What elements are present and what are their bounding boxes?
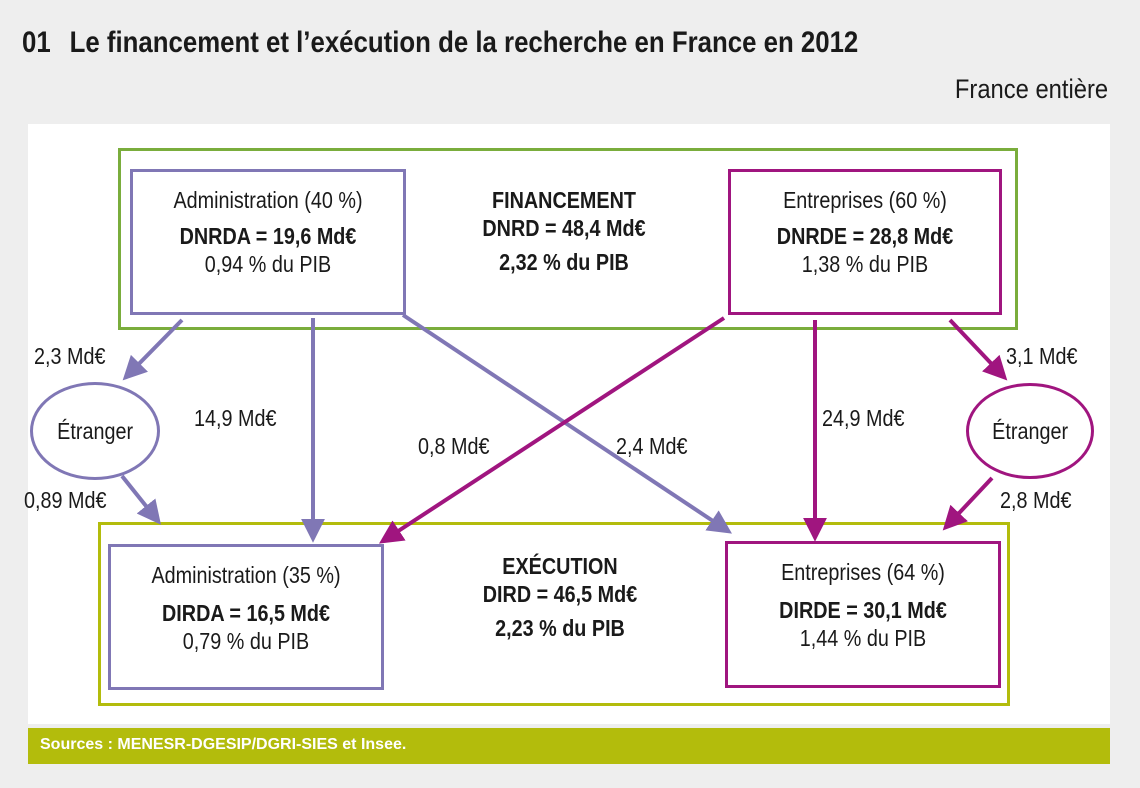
flow-label-etranger-to-admin: 0,89 Md€ <box>24 487 107 513</box>
financement-heading: FINANCEMENT <box>492 187 636 213</box>
flow-etranger-to-entreprise <box>942 476 994 531</box>
financement-entreprises-label: Entreprises (60 %) <box>783 187 947 213</box>
figure-number: 01 <box>22 26 51 59</box>
execution-heading: EXÉCUTION <box>502 553 618 579</box>
flow-label-admin-to-admin: 14,9 Md€ <box>194 405 277 431</box>
execution-entreprises-value: DIRDE = 30,1 Md€ <box>779 597 947 623</box>
execution-entreprises-pib: 1,44 % du PIB <box>799 625 927 651</box>
execution-summary: EXÉCUTION DIRD = 46,5 Md€ 2,23 % du PIB <box>440 552 680 642</box>
execution-pib: 2,23 % du PIB <box>495 615 625 641</box>
execution-admin-pib: 0,79 % du PIB <box>182 628 310 654</box>
financement-total: DNRD = 48,4 Md€ <box>482 215 646 241</box>
etranger-right: Étranger <box>966 383 1094 479</box>
flow-entreprise-to-admin <box>378 316 726 544</box>
financement-entreprises-pib: 1,38 % du PIB <box>801 251 929 277</box>
etranger-right-label: Étranger <box>992 418 1068 444</box>
sources-text: Sources : MENESR-DGESIP/DGRI-SIES et Ins… <box>40 736 407 753</box>
financement-admin-box: Administration (40 %) DNRDA = 19,6 Md€ 0… <box>130 169 406 315</box>
flow-label-entreprise-to-entreprise: 24,9 Md€ <box>822 405 905 431</box>
page-title: 01 Le financement et l’exécution de la re… <box>22 26 858 60</box>
financement-entreprises-value: DNRDE = 28,8 Md€ <box>776 223 954 249</box>
execution-entreprises-box: Entreprises (64 %) DIRDE = 30,1 Md€ 1,44… <box>725 541 1001 688</box>
etranger-left: Étranger <box>30 382 160 480</box>
financement-summary: FINANCEMENT DNRD = 48,4 Md€ 2,32 % du PI… <box>444 186 684 276</box>
financement-admin-pib: 0,94 % du PIB <box>204 251 332 277</box>
flow-label-admin-to-etranger: 2,3 Md€ <box>34 343 106 369</box>
execution-admin-box: Administration (35 %) DIRDA = 16,5 Md€ 0… <box>108 544 384 690</box>
flow-label-etranger-to-entreprise: 2,8 Md€ <box>1000 487 1072 513</box>
execution-admin-label: Administration (35 %) <box>151 562 341 588</box>
etranger-left-label: Étranger <box>57 418 133 444</box>
execution-total: DIRD = 46,5 Md€ <box>482 581 638 607</box>
financement-pib: 2,32 % du PIB <box>499 249 629 275</box>
financement-frame <box>118 148 1018 330</box>
execution-admin-value: DIRDA = 16,5 Md€ <box>162 600 330 626</box>
execution-entreprises-label: Entreprises (64 %) <box>781 559 945 585</box>
financement-admin-value: DNRDA = 19,6 Md€ <box>179 223 357 249</box>
flow-entreprise-to-etranger <box>948 318 1008 381</box>
title-text: Le financement et l’exécution de la rech… <box>69 26 859 59</box>
financement-entreprises-box: Entreprises (60 %) DNRDE = 28,8 Md€ 1,38… <box>728 169 1002 315</box>
flow-admin-to-etranger <box>122 318 184 381</box>
subtitle: France entière <box>954 74 1108 104</box>
flow-label-entreprise-to-etranger: 3,1 Md€ <box>1006 343 1078 369</box>
flow-etranger-to-admin <box>120 474 161 525</box>
financement-admin-label: Administration (40 %) <box>173 187 363 213</box>
flow-label-entreprise-to-admin: 0,8 Md€ <box>418 433 490 459</box>
flow-label-admin-to-entreprise: 2,4 Md€ <box>616 433 688 459</box>
execution-frame <box>98 522 1010 706</box>
sources-bar: Sources : MENESR-DGESIP/DGRI-SIES et Ins… <box>28 728 1110 764</box>
